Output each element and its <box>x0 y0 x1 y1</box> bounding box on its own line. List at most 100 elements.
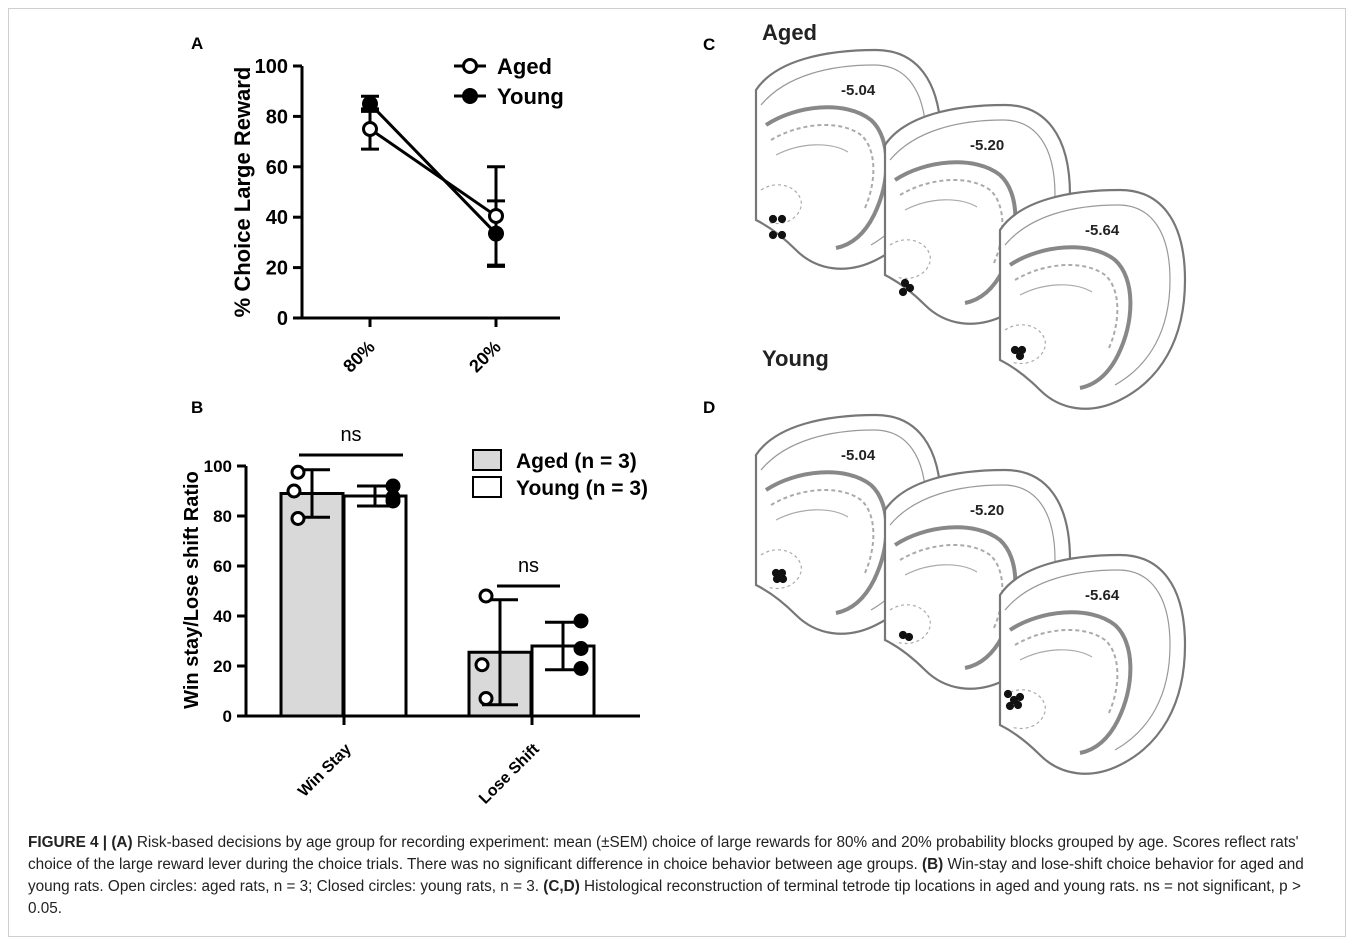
histology-young: -5.04 -5.20 -5.64 <box>754 413 1187 775</box>
b-data-point <box>478 588 494 604</box>
a-x-tick-label: 20% <box>465 337 505 377</box>
aged-c-cortex-line <box>1004 204 1171 386</box>
young-b-inner-line <box>904 564 978 576</box>
aged-a-level-label: -5.04 <box>841 82 876 99</box>
young-b-level-label: -5.20 <box>970 502 1004 519</box>
aged-c-nucleus <box>1004 324 1046 364</box>
a-y-tick-label: 40 <box>266 207 288 229</box>
b-y-tick-label: 60 <box>213 557 232 576</box>
a-x-tick-label: 80% <box>339 337 379 377</box>
aged-c-level-label: -5.64 <box>1085 222 1120 239</box>
b-data-point <box>573 613 589 629</box>
b-data-point <box>573 661 589 676</box>
caption-b-text: Win-stay and lose-shift choice behavior … <box>28 856 1304 895</box>
aged-b-tetrode-dot <box>905 283 915 293</box>
a-legend-marker <box>462 88 478 104</box>
aged-b-nucleus <box>889 239 931 279</box>
young-a-inner-line <box>775 509 849 521</box>
aged-b-inner-line <box>904 199 978 211</box>
caption-b-label: (B) <box>921 856 944 873</box>
young-b-tetrode-dot <box>904 632 914 642</box>
young-c-tetrode-dot <box>1005 701 1015 711</box>
aged-c-inner-line <box>1019 284 1093 296</box>
young-b-hippocampus <box>893 525 1018 670</box>
aged-histology-title: Aged <box>762 20 817 45</box>
young-c-inner-line <box>1019 649 1093 661</box>
aged-a-tetrode-dot <box>777 214 787 224</box>
a-series-line <box>369 127 497 218</box>
b-data-point <box>573 641 589 656</box>
aged-b-level-label: -5.20 <box>970 137 1004 154</box>
panel-letter-b: B <box>191 398 203 417</box>
a-y-tick-label: 0 <box>277 308 288 330</box>
aged-b-tetrode-dot <box>898 287 908 297</box>
b-bar <box>342 494 408 718</box>
aged-b-tetrode-dot <box>900 278 910 288</box>
figure-caption: FIGURE 4 | (A) Risk-based decisions by a… <box>28 832 1328 920</box>
aged-a-inner-line <box>775 144 849 156</box>
histology-aged: -5.04 -5.20 -5.64 <box>754 48 1187 410</box>
young-a-inner-dashed <box>770 488 875 576</box>
b-bar <box>279 492 345 718</box>
young-c-tetrode-dot <box>1013 700 1023 710</box>
young-c-level-label: -5.64 <box>1085 587 1120 604</box>
young-c-nucleus <box>1004 689 1046 729</box>
caption-figure-label: FIGURE 4 | <box>28 834 112 851</box>
b-x-tick-label: Win Stay <box>295 741 355 801</box>
b-data-point <box>474 657 490 673</box>
b-legend-label: Young (n = 3) <box>516 477 648 500</box>
young-c-tetrode-dot <box>1015 692 1025 702</box>
a-y-axis-label: % Choice Large Reward <box>230 67 255 318</box>
a-data-point <box>362 95 378 112</box>
young-a-tetrode-dot <box>771 568 781 578</box>
aged-a-tetrode-dot <box>768 214 778 224</box>
b-y-tick-label: 100 <box>204 457 232 476</box>
a-y-tick-label: 100 <box>255 56 288 78</box>
b-y-tick-label: 40 <box>213 607 232 626</box>
aged-a-inner-dashed <box>770 123 875 211</box>
aged-b-hippocampus <box>893 160 1018 305</box>
b-data-point <box>290 464 306 480</box>
young-a-tetrode-dot <box>772 574 782 584</box>
caption-a-label: (A) <box>111 834 133 851</box>
young-a-level-label: -5.04 <box>841 447 876 464</box>
b-y-tick-label: 0 <box>223 707 232 726</box>
a-legend-label: Young <box>497 84 564 109</box>
b-y-tick-label: 80 <box>213 507 232 526</box>
young-c-outline <box>998 553 1187 775</box>
young-c-tetrode-dot <box>1003 689 1013 699</box>
aged-c-outline <box>998 188 1187 410</box>
b-data-point <box>478 691 494 706</box>
aged-c-tetrode-dot <box>1010 345 1020 355</box>
panel-letter-d: D <box>703 398 715 417</box>
young-a-tetrode-dot <box>778 574 788 584</box>
b-data-point <box>286 483 302 499</box>
a-data-point <box>362 121 378 137</box>
caption-a-text: Risk-based decisions by age group for re… <box>28 834 1299 873</box>
young-a-tetrode-dot <box>777 568 787 578</box>
young-c-hippocampus <box>1008 610 1133 755</box>
a-y-tick-label: 60 <box>266 157 288 179</box>
aged-c-section: -5.64 <box>998 188 1187 410</box>
figure-canvas: A B C D 0 20 40 60 80 100 80% 20% % Choice Large… <box>181 20 1187 808</box>
b-legend-swatch <box>472 449 502 471</box>
b-legend-label: Aged (n = 3) <box>516 450 637 473</box>
panel-letter-a: A <box>191 34 203 53</box>
b-significance-label: ns <box>340 424 361 446</box>
aged-c-tetrode-dot <box>1015 351 1025 361</box>
a-data-point <box>488 207 504 224</box>
b-y-tick-label: 20 <box>213 657 232 676</box>
b-legend-swatch <box>472 476 502 498</box>
young-a-nucleus <box>760 549 802 589</box>
aged-a-tetrode-dot <box>777 230 787 240</box>
b-y-axis-label: Win stay/Lose shift Ratio <box>181 471 203 709</box>
aged-a-tetrode-dot <box>768 230 778 240</box>
a-data-point <box>488 225 504 242</box>
aged-c-hippocampus <box>1008 245 1133 390</box>
a-legend-label: Aged <box>497 54 552 79</box>
young-histology-title: Young <box>762 346 829 371</box>
b-data-point <box>385 493 401 509</box>
b-x-tick-label: Lose Shift <box>476 740 543 807</box>
young-b-nucleus <box>889 604 931 644</box>
